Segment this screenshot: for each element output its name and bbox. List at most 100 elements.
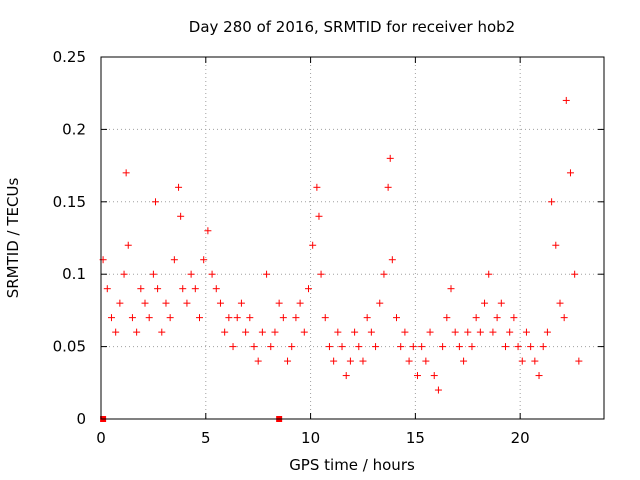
y-tick-label: 0 bbox=[76, 410, 86, 428]
y-axis-label: SRMTID / TECUs bbox=[4, 178, 22, 299]
x-axis-label: GPS time / hours bbox=[289, 456, 415, 474]
data-point bbox=[481, 299, 489, 307]
data-point bbox=[506, 328, 514, 336]
data-point bbox=[216, 299, 224, 307]
data-point bbox=[162, 299, 170, 307]
data-point bbox=[254, 357, 262, 365]
y-tick-label: 0.1 bbox=[62, 265, 86, 283]
data-point bbox=[539, 343, 547, 351]
data-point bbox=[468, 343, 476, 351]
data-point bbox=[124, 241, 132, 249]
data-point bbox=[476, 328, 484, 336]
data-point bbox=[229, 343, 237, 351]
plot-frame bbox=[100, 56, 605, 420]
data-point bbox=[107, 314, 115, 322]
data-point bbox=[187, 270, 195, 278]
data-point bbox=[460, 357, 468, 365]
data-point bbox=[321, 314, 329, 322]
data-point bbox=[170, 256, 178, 264]
data-point bbox=[426, 328, 434, 336]
data-point bbox=[263, 270, 271, 278]
data-point bbox=[233, 314, 241, 322]
data-point bbox=[284, 357, 292, 365]
data-point bbox=[485, 270, 493, 278]
x-tick-label: 5 bbox=[201, 429, 211, 447]
data-point bbox=[267, 343, 275, 351]
data-point bbox=[451, 328, 459, 336]
data-point bbox=[363, 314, 371, 322]
chart-title: Day 280 of 2016, SRMTID for receiver hob… bbox=[189, 18, 515, 36]
data-point bbox=[275, 299, 283, 307]
data-point bbox=[359, 357, 367, 365]
data-point bbox=[179, 285, 187, 293]
x-tick-label: 10 bbox=[301, 429, 320, 447]
data-point bbox=[367, 328, 375, 336]
data-point bbox=[309, 241, 317, 249]
data-point bbox=[376, 299, 384, 307]
data-point bbox=[548, 198, 556, 206]
data-point bbox=[372, 343, 380, 351]
data-point bbox=[552, 241, 560, 249]
data-point bbox=[409, 343, 417, 351]
data-point bbox=[330, 357, 338, 365]
data-point bbox=[279, 314, 287, 322]
data-point bbox=[334, 328, 342, 336]
data-point bbox=[388, 256, 396, 264]
data-point bbox=[510, 314, 518, 322]
data-points bbox=[99, 96, 583, 422]
data-point bbox=[575, 357, 583, 365]
y-tick-label: 0.05 bbox=[53, 338, 86, 356]
data-point bbox=[522, 328, 530, 336]
axis-ticks: 0 0.05 0.1 0.15 0.2 0.25 0 5 10 15 20 bbox=[53, 48, 604, 447]
y-tick-label: 0.25 bbox=[53, 48, 86, 66]
data-point bbox=[560, 314, 568, 322]
data-point bbox=[120, 270, 128, 278]
data-point bbox=[122, 169, 130, 177]
y-tick-label: 0.15 bbox=[53, 193, 86, 211]
data-point bbox=[472, 314, 480, 322]
data-point bbox=[393, 314, 401, 322]
data-point bbox=[137, 285, 145, 293]
data-point bbox=[346, 357, 354, 365]
data-point bbox=[292, 314, 300, 322]
data-point bbox=[355, 343, 363, 351]
data-point bbox=[116, 299, 124, 307]
x-tick-label: 15 bbox=[406, 429, 425, 447]
data-point bbox=[304, 285, 312, 293]
data-point bbox=[342, 372, 350, 380]
data-point bbox=[200, 256, 208, 264]
data-point bbox=[212, 285, 220, 293]
data-point bbox=[250, 343, 258, 351]
data-point bbox=[439, 343, 447, 351]
data-point bbox=[166, 314, 174, 322]
data-point bbox=[237, 299, 245, 307]
data-point bbox=[566, 169, 574, 177]
data-point bbox=[527, 343, 535, 351]
data-point bbox=[175, 183, 183, 191]
data-point bbox=[464, 328, 472, 336]
data-point bbox=[325, 343, 333, 351]
data-point bbox=[384, 183, 392, 191]
data-point bbox=[338, 343, 346, 351]
data-point bbox=[405, 357, 413, 365]
data-point bbox=[183, 299, 191, 307]
data-point bbox=[296, 299, 304, 307]
data-point bbox=[518, 357, 526, 365]
data-point bbox=[133, 328, 141, 336]
data-point bbox=[443, 314, 451, 322]
data-point bbox=[271, 328, 279, 336]
data-point bbox=[300, 328, 308, 336]
x-tick-label: 0 bbox=[96, 429, 106, 447]
data-point bbox=[158, 328, 166, 336]
y-tick-label: 0.2 bbox=[62, 120, 86, 138]
data-point bbox=[571, 270, 579, 278]
data-point bbox=[501, 343, 509, 351]
data-point bbox=[397, 343, 405, 351]
data-point bbox=[154, 285, 162, 293]
data-point bbox=[145, 314, 153, 322]
data-point bbox=[208, 270, 216, 278]
data-point bbox=[317, 270, 325, 278]
data-point bbox=[380, 270, 388, 278]
data-point bbox=[221, 328, 229, 336]
